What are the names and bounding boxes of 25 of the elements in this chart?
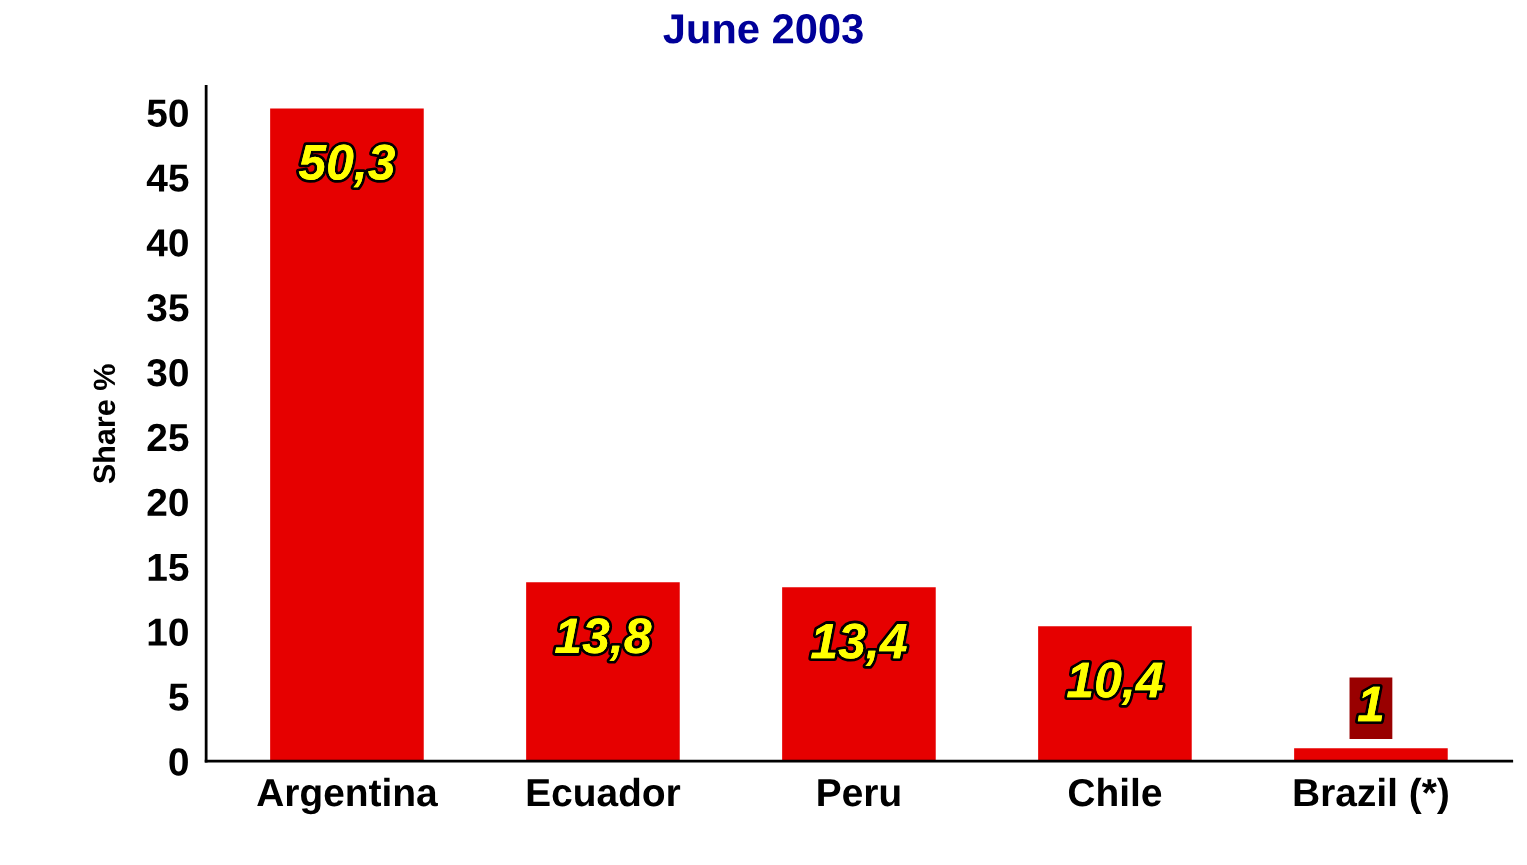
x-tick-label: Peru [818,779,900,807]
y-tick-label: 5 [169,683,189,711]
y-tick-label: 25 [147,423,189,452]
y-tick-label: 0 [169,748,188,776]
data-label: 1 [1357,686,1383,722]
bar [270,108,424,762]
y-tick-label: 30 [147,358,188,387]
data-label: 13,8 [555,618,652,661]
data-label: 50,3 [298,144,396,188]
data-label: 13,4 [811,623,907,667]
data-label: 10,4 [1067,662,1163,705]
y-tick-label: 50 [147,99,188,127]
y-tick-label: 10 [148,618,188,646]
bar [1294,748,1448,762]
y-tick-label: 45 [146,164,189,192]
x-tick-label: Chile [1069,777,1162,807]
y-axis-title: Share % [92,364,116,484]
y-tick-label: 35 [147,294,189,322]
x-tick-label: Ecuador [527,777,681,807]
y-tick-label: 40 [146,229,188,257]
x-tick-label: Argentina [257,777,438,815]
y-tick-label: 20 [147,488,188,517]
y-tick-label: 15 [148,553,189,582]
chart-title: June 2003 [663,14,863,44]
x-tick-label: Brazil (*) [1294,777,1448,815]
